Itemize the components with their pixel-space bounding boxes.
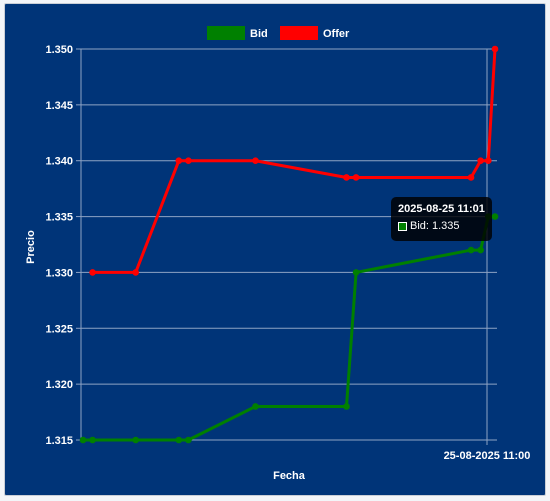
data-point[interactable]: [185, 436, 192, 444]
legend-label[interactable]: Bid: [250, 28, 268, 40]
y-tick-label: 1.340: [45, 156, 73, 168]
data-point[interactable]: [484, 157, 492, 165]
data-point[interactable]: [252, 157, 259, 165]
data-point[interactable]: [352, 174, 360, 181]
data-point[interactable]: [132, 269, 139, 276]
data-point[interactable]: [175, 436, 183, 444]
y-tick-label: 1.315: [45, 435, 73, 447]
x-axis-title: Fecha: [273, 470, 306, 482]
x-tick-label: 25-08-2025 11:00: [444, 450, 531, 462]
y-tick-label: 1.330: [45, 267, 73, 279]
data-point[interactable]: [89, 436, 96, 444]
y-axis-ticks: 1.315 1.320 1.325 1.330 1.335 1.340 1.345 1.350: [45, 44, 81, 447]
chart-card: 1.315 1.320 1.325 1.330 1.335 1.340 1.345 1.350…: [4, 3, 546, 496]
data-point[interactable]: [343, 174, 350, 181]
y-tick-label: 1.320: [45, 379, 73, 391]
data-point[interactable]: [477, 157, 484, 165]
x-axis-ticks: 25-08-2025 11:00: [444, 49, 531, 462]
legend-label[interactable]: Offer: [323, 28, 350, 40]
price-chart: 1.315 1.320 1.325 1.330 1.335 1.340 1.345 1.350…: [25, 26, 531, 482]
tooltip: 2025-08-25 11:01 Bid: 1.335: [391, 197, 492, 241]
legend: Bid Offer: [207, 26, 350, 40]
data-point[interactable]: [79, 436, 87, 444]
data-point[interactable]: [185, 157, 192, 165]
data-point[interactable]: [89, 269, 96, 276]
data-point[interactable]: [352, 269, 360, 276]
series-offer: [89, 45, 499, 276]
series-line: [83, 215, 495, 442]
data-point[interactable]: [467, 246, 475, 254]
data-point[interactable]: [477, 246, 484, 254]
tooltip-swatch: [398, 221, 407, 231]
grid-lines: [80, 48, 497, 441]
data-point[interactable]: [252, 403, 259, 410]
tooltip-value: Bid: 1.335: [410, 220, 460, 232]
legend-swatch[interactable]: [207, 26, 245, 40]
data-point[interactable]: [491, 45, 499, 53]
data-point[interactable]: [343, 403, 350, 410]
y-tick-label: 1.325: [45, 323, 73, 335]
tooltip-title: 2025-08-25 11:01: [398, 203, 485, 215]
data-point[interactable]: [467, 174, 475, 181]
y-tick-label: 1.350: [45, 44, 73, 56]
data-point[interactable]: [491, 213, 499, 220]
data-point[interactable]: [132, 436, 139, 444]
y-tick-label: 1.335: [45, 212, 73, 224]
y-axis-title: Precio: [25, 230, 37, 264]
legend-swatch[interactable]: [280, 26, 318, 40]
y-tick-label: 1.345: [45, 100, 73, 112]
data-point[interactable]: [175, 157, 183, 165]
